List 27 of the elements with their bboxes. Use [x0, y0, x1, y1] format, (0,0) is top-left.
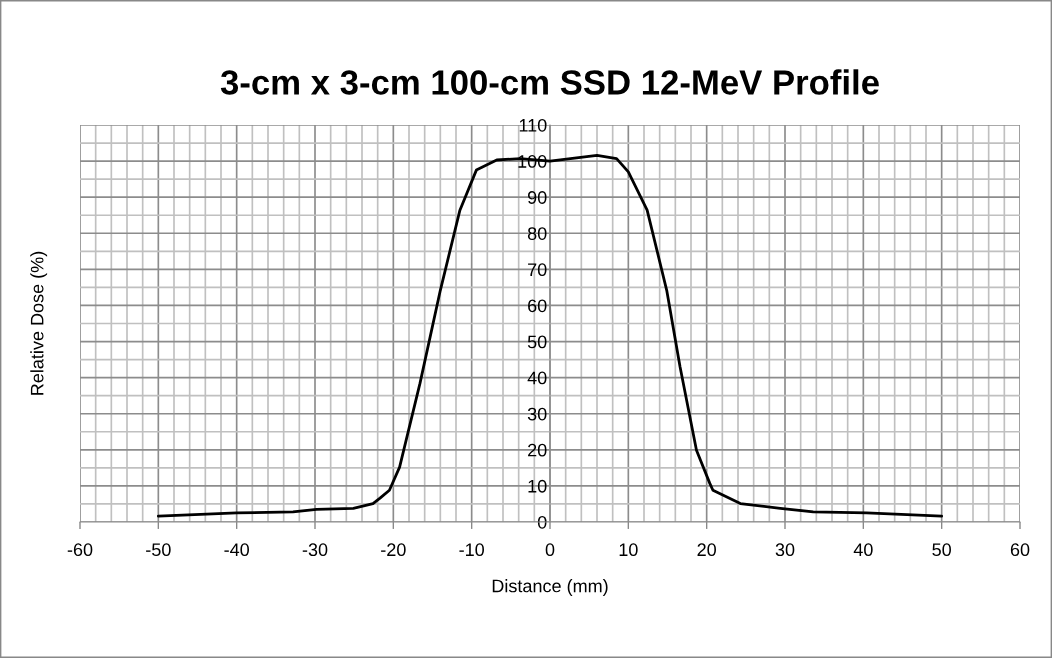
y-tick-label: 40 [527, 371, 547, 385]
y-tick-label: 70 [528, 263, 547, 277]
x-axis-title: Distance (mm) [492, 579, 608, 596]
line-series [156, 153, 944, 518]
y-axis-title: Relative Dose (%) [30, 251, 48, 395]
x-tick-label: 20 [697, 543, 716, 557]
x-tick-label: 60 [1010, 543, 1030, 557]
y-tick-label: 30 [527, 407, 547, 421]
x-tick-label: 10 [619, 543, 638, 557]
x-tick-label: -30 [302, 543, 328, 557]
y-tick-label: 10 [528, 479, 547, 493]
y-tick-label: 0 [537, 515, 547, 529]
y-tick-label: 60 [528, 299, 547, 313]
x-tick-label: -60 [67, 543, 93, 557]
y-tick-label: 50 [527, 335, 547, 349]
x-tick-label: 40 [853, 543, 873, 557]
y-tick-label: 80 [527, 227, 547, 240]
x-tick-label: -50 [146, 543, 171, 557]
x-tick-label: -40 [224, 543, 250, 557]
y-tick-label: 110 [519, 118, 547, 132]
y-tick-label: 20 [528, 443, 547, 457]
x-tick-label: -20 [381, 543, 406, 557]
x-tick-label: -10 [459, 543, 485, 557]
x-tick-label: 30 [775, 543, 795, 557]
y-tick-label: 90 [527, 191, 547, 204]
x-tick-label: 50 [932, 543, 951, 557]
chart-title: 3-cm x 3-cm 100-cm SSD 12-MeV Profile [220, 69, 879, 95]
